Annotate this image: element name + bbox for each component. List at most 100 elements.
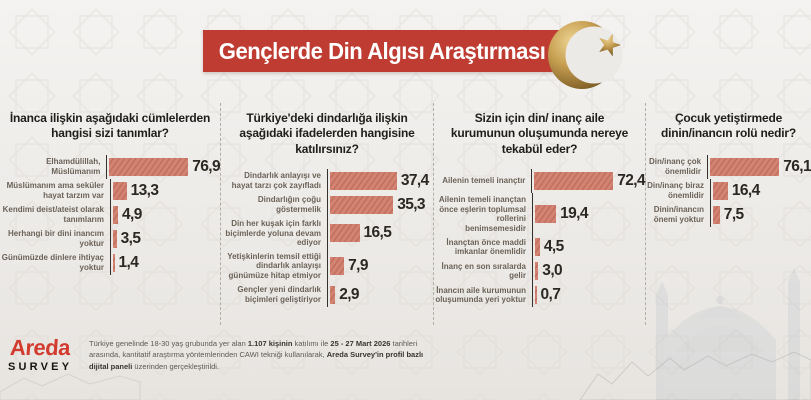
mosque-silhouette [656, 268, 800, 400]
bar-value: 2,9 [339, 285, 359, 303]
bar-row: Herhangi bir dini inancım yoktur 3,5 [0, 227, 220, 251]
bar-label: Ailenin temeli inançtan önce eşlerin top… [438, 195, 526, 233]
note-text: Türkiye genelinde 18-30 yaş grubunda yer… [89, 339, 248, 349]
bar [710, 158, 780, 176]
bar-row: Din her kuşak için farklı biçimlerde yol… [221, 217, 433, 250]
bar [113, 254, 115, 272]
panel-child-raising: Çocuk yetiştirmede dinin/inancın rolü ne… [645, 103, 811, 325]
panel-family-formation: Sizin için din/ inanç aile kurumunun olu… [433, 103, 646, 325]
footer: Areda SURVEY Türkiye genelinde 18-30 yaş… [8, 335, 434, 373]
bar-value: 4,5 [543, 238, 564, 256]
mountain-sketch [579, 351, 811, 400]
bar-row: Din/inanç çok önemlidir 76,1 [646, 155, 811, 179]
note-dates: 25 - 27 Mart 2026 [330, 339, 391, 349]
bar-chart: Elhamdülillah, Müslümanım 76,9 Müslümanı… [0, 155, 221, 275]
mountain-sketch-left [0, 373, 141, 400]
bar-label: Din/inanç çok önemlidir [649, 157, 702, 176]
bar-value: 72,4 [617, 172, 645, 190]
bar-value: 16,4 [731, 182, 760, 199]
bar-value: 7,5 [723, 206, 744, 223]
panel-title: Türkiye'deki dindarlığa ilişkin aşağıdak… [239, 111, 415, 156]
note-text: tarihleri arasında, kantitatif araştırma… [89, 339, 418, 360]
panel-title: Çocuk yetiştirmede dinin/inancın rolü ne… [661, 111, 796, 141]
bar-value: 76,9 [192, 158, 220, 175]
bar-row: Din/inanç biraz önemlidir 16,4 [646, 179, 811, 203]
bar [535, 205, 557, 224]
panels-row: İnanca ilişkin aşağıdaki cümlelerden han… [0, 103, 811, 325]
bar [535, 286, 537, 305]
bar [713, 206, 720, 224]
bar [330, 257, 345, 276]
crescent-star-icon [548, 21, 623, 89]
page-title: Gençlerde Din Algısı Araştırması [218, 37, 546, 64]
bar-value: 0,7 [540, 286, 561, 304]
panel-title: İnanca ilişkin aşağıdaki cümlelerden han… [9, 111, 211, 141]
bar-row: Müslümanım ama seküler hayat tarzım var … [0, 179, 220, 203]
bar-label: Müslümanım ama seküler hayat tarzım var [6, 181, 104, 200]
bar-row: Dinin/inancın önemi yoktur 7,5 [646, 203, 811, 227]
bar-row: Ailenin temeli inançtan önce eşlerin top… [434, 193, 645, 236]
bar-chart: Ailenin temeli inançtır 72,4 Ailenin tem… [434, 169, 646, 308]
panel-title: Sizin için din/ inanç aile kurumunun olu… [450, 111, 629, 156]
bar [330, 224, 360, 243]
panel-religiosity-statements: Türkiye'deki dindarlığa ilişkin aşağıdak… [220, 103, 433, 325]
methodology-note: Türkiye genelinde 18-30 yaş grubunda yer… [89, 338, 434, 372]
logo-subtitle: SURVEY [8, 361, 73, 373]
bar-row: Yetişkinlerin temsil ettiği dindarlık an… [221, 249, 433, 283]
bar-row: İnançtan önce maddi imkanlar önemlidir 4… [434, 235, 645, 260]
bar-label: Dindarlığın çoğu göstermelik [257, 195, 321, 215]
bar-value: 19,4 [560, 205, 588, 223]
panel-belief-definition: İnanca ilişkin aşağıdaki cümlelerden han… [0, 103, 221, 325]
bar-value: 16,5 [363, 224, 392, 242]
bar-label: Din her kuşak için farklı biçimlerde yol… [225, 219, 321, 248]
bar-row: Kendimi deist/ateist olarak tanımlarım 4… [0, 203, 220, 227]
bar [535, 262, 539, 281]
bar-row: Gençler yeni dindarlık biçimleri gelişti… [221, 282, 433, 307]
bar-value: 3,5 [120, 230, 141, 247]
bar-row: Günümüzde dinlere ihtiyaç yoktur 1,4 [0, 251, 220, 275]
bar-value: 37,4 [400, 172, 429, 190]
bar [330, 172, 397, 191]
bar [713, 182, 728, 200]
bar-label: Dinin/inancın önemi yoktur [653, 205, 704, 224]
bar-chart: Dindarlık anlayışı ve hayat tarzı çok za… [221, 169, 433, 307]
bar-value: 1,4 [118, 254, 139, 271]
bar [330, 285, 336, 304]
note-sample-size: 1.107 kişinin [247, 339, 293, 349]
bar-label: Yetişkinlerin temsil ettiği dindarlık an… [227, 251, 321, 281]
bar-chart: Din/inanç çok önemlidir 76,1 Din/inanç b… [646, 155, 811, 227]
bar-label: Din/inanç biraz önemlidir [647, 181, 704, 200]
bar-label: İnancın aile kurumunun oluşumunda yeri y… [435, 285, 526, 305]
bar-label: Kendimi deist/ateist olarak tanımlarım [2, 205, 104, 224]
bar-row: Dindarlık anlayışı ve hayat tarzı çok za… [221, 169, 433, 194]
bar [113, 230, 117, 248]
bar-label: Herhangi bir dini inancım yoktur [7, 229, 104, 248]
note-text: katılımı ile [292, 339, 331, 349]
bar [535, 238, 540, 257]
bar [330, 196, 394, 215]
bar-label: Gençler yeni dindarlık biçimleri gelişti… [237, 285, 321, 304]
logo-wordmark: Areda [9, 335, 71, 360]
areda-survey-logo: Areda SURVEY [8, 335, 73, 373]
bar-row: Elhamdülillah, Müslümanım 76,9 [0, 155, 221, 179]
bar [534, 172, 614, 191]
bar-row: Ailenin temeli inançtır 72,4 [434, 169, 646, 194]
bar-label: İnanç en son sıralarda gelir [441, 261, 526, 281]
bar-value: 35,3 [397, 196, 425, 214]
bar [113, 206, 118, 224]
note-panel-name: Areda Survey'in profil bazlı dijital pan… [89, 350, 424, 371]
bar-row: Dindarlığın çoğu göstermelik 35,3 [221, 193, 433, 218]
bar [109, 158, 189, 176]
bar-value: 7,9 [348, 257, 368, 275]
bar-label: Elhamdülillah, Müslümanım [46, 157, 101, 176]
bar-label: Dindarlık anlayışı ve hayat tarzı çok za… [231, 171, 321, 191]
bar-label: Ailenin temeli inançtır [442, 176, 526, 186]
note-text: üzerinden gerçekleştirildi. [132, 361, 220, 371]
bar-value: 4,9 [122, 206, 142, 223]
bar-value: 13,3 [130, 182, 159, 199]
bar [113, 182, 127, 200]
bar-row: İnanç en son sıralarda gelir 3,0 [434, 259, 645, 284]
bar-label: İnançtan önce maddi imkanlar önemlidir [446, 237, 526, 257]
header-banner: Gençlerde Din Algısı Araştırması [203, 30, 561, 72]
